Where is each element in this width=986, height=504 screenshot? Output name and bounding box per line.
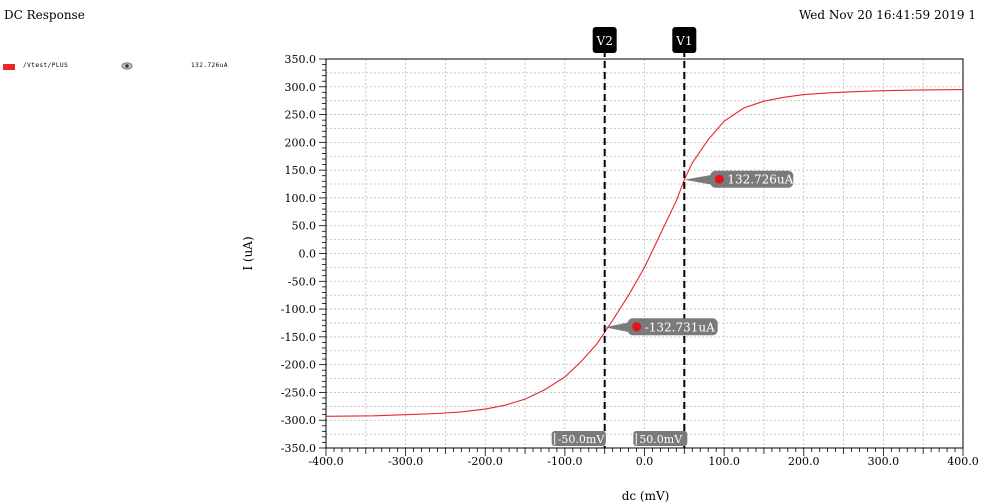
x-tick-label: -100.0 bbox=[547, 455, 582, 468]
y-tick-label: -300.0 bbox=[281, 414, 316, 427]
y-tick-label: -50.0 bbox=[288, 275, 316, 288]
marker-label-box[interactable] bbox=[627, 318, 718, 336]
marker-group[interactable]: 132.726uA -132.731uA bbox=[604, 170, 794, 336]
x-tick-label: 400.0 bbox=[947, 455, 979, 468]
y-tick-label: 350.0 bbox=[285, 53, 317, 66]
legend-value: 132.726uA bbox=[191, 62, 229, 69]
cursor-value-label: -50.0mV bbox=[558, 433, 606, 446]
y-tick-label: 150.0 bbox=[285, 164, 317, 177]
cursor-group[interactable]: V2 -50.0mV V1 50.0mV bbox=[551, 27, 697, 448]
grid bbox=[326, 59, 963, 448]
cursor-flag-label: V1 bbox=[675, 34, 692, 48]
axis-ticks bbox=[319, 58, 964, 456]
x-tick-label: 300.0 bbox=[868, 455, 900, 468]
x-tick-label: 0.0 bbox=[636, 455, 654, 468]
series-group bbox=[325, 89, 964, 417]
legend-entry[interactable]: /Vtest/PLUS 132.726uA bbox=[3, 62, 243, 72]
marker-pointer bbox=[684, 174, 713, 185]
x-tick-label: -200.0 bbox=[468, 455, 503, 468]
legend-label: /Vtest/PLUS bbox=[23, 62, 69, 69]
cursor-value-label: 50.0mV bbox=[639, 433, 683, 446]
y-tick-label: 250.0 bbox=[285, 109, 317, 122]
marker-label: 132.726uA bbox=[727, 173, 793, 187]
marker-dot[interactable] bbox=[714, 174, 724, 184]
y-tick-label: -200.0 bbox=[281, 359, 316, 372]
timestamp: Wed Nov 20 16:41:59 2019 1 bbox=[798, 8, 976, 22]
x-axis-title: dc (mV) bbox=[622, 489, 670, 503]
window-title: DC Response bbox=[4, 8, 85, 22]
y-axis-title: I (uA) bbox=[241, 236, 255, 270]
cursor-flag-label: V2 bbox=[596, 34, 613, 48]
x-tick-labels: -400.0 -300.0 -200.0 -100.0 0.0 100.0 200.0 300… bbox=[308, 455, 978, 468]
marker-pointer bbox=[604, 322, 630, 333]
x-tick-label: 100.0 bbox=[708, 455, 740, 468]
legend-swatch bbox=[3, 64, 15, 70]
y-tick-label: 200.0 bbox=[285, 136, 317, 149]
y-tick-label: -250.0 bbox=[281, 386, 316, 399]
marker-dot[interactable] bbox=[632, 322, 642, 332]
cursor-flag[interactable] bbox=[592, 27, 617, 53]
cursor-flag[interactable] bbox=[672, 27, 697, 53]
marker-label-box[interactable] bbox=[710, 170, 794, 188]
cursor-value-box bbox=[551, 431, 606, 446]
y-tick-label: -350.0 bbox=[281, 442, 316, 455]
x-tick-label: -300.0 bbox=[388, 455, 423, 468]
y-tick-label: -150.0 bbox=[281, 331, 316, 344]
y-tick-label: 300.0 bbox=[285, 81, 317, 94]
marker-label: -132.731uA bbox=[645, 320, 715, 334]
y-tick-label: 50.0 bbox=[292, 220, 317, 233]
y-tick-label: 0.0 bbox=[299, 248, 317, 261]
x-tick-label: -400.0 bbox=[308, 455, 343, 468]
cursor-value-box bbox=[633, 431, 688, 446]
y-tick-label: 100.0 bbox=[285, 192, 317, 205]
series-line bbox=[325, 89, 964, 417]
y-tick-label: -100.0 bbox=[281, 303, 316, 316]
y-tick-labels: 350.0 300.0 250.0 200.0 150.0 100.0 50.0 0.0 -50… bbox=[281, 53, 316, 455]
x-tick-label: 200.0 bbox=[788, 455, 820, 468]
eye-icon[interactable] bbox=[121, 61, 133, 71]
